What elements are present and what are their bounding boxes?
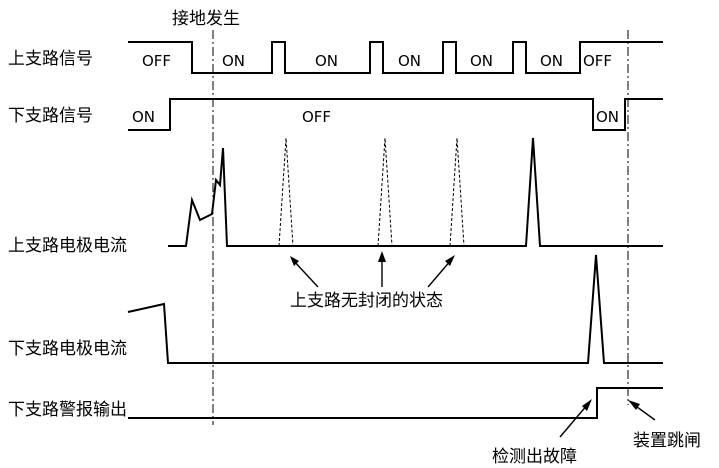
ground-fault-label: 接地发生 <box>172 9 240 29</box>
upper-current-suppressed-pulse-3 <box>449 137 465 247</box>
unsealed-state-annotation: 上支路无封闭的状态 <box>290 291 443 311</box>
upper-current-suppressed-pulse-2 <box>377 137 393 247</box>
upper-state-on-2: ON <box>315 52 338 70</box>
upper-state-on-1: ON <box>222 52 245 70</box>
upper-state-off-2: OFF <box>583 52 612 70</box>
lower-current-waveform <box>127 254 663 364</box>
lower-current-label: 下支路电极电流 <box>8 339 127 359</box>
lower-state-on-1: ON <box>132 108 155 126</box>
upper-current-waveform <box>168 137 663 247</box>
lower-state-off: OFF <box>302 108 331 126</box>
upper-state-on-3: ON <box>398 52 421 70</box>
upper-state-off-1: OFF <box>142 52 171 70</box>
lower-alarm-label: 下支路警报输出 <box>8 400 127 420</box>
upper-current-label: 上支路电极电流 <box>8 236 127 256</box>
device-trip-arrowhead <box>628 400 640 410</box>
upper-state-on-4: ON <box>470 52 493 70</box>
lower-alarm-waveform <box>128 387 663 419</box>
fault-detected-arrow <box>559 403 589 438</box>
upper-signal-waveform <box>128 41 663 74</box>
fault-detected-label: 检测出故障 <box>492 447 577 467</box>
annotation-arrowhead-left <box>290 256 299 266</box>
lower-signal-waveform <box>128 98 663 131</box>
lower-signal-label: 下支路信号 <box>8 106 93 126</box>
upper-state-on-5: ON <box>540 52 563 70</box>
upper-signal-label: 上支路信号 <box>8 49 93 69</box>
upper-current-suppressed-pulse-1 <box>278 137 294 247</box>
lower-state-on-2: ON <box>596 108 619 126</box>
fault-detected-arrowhead <box>582 399 592 411</box>
device-trip-label: 装置跳闸 <box>633 431 701 451</box>
annotation-arrowhead-mid <box>378 251 386 262</box>
annotation-arrowhead-right <box>445 255 455 266</box>
